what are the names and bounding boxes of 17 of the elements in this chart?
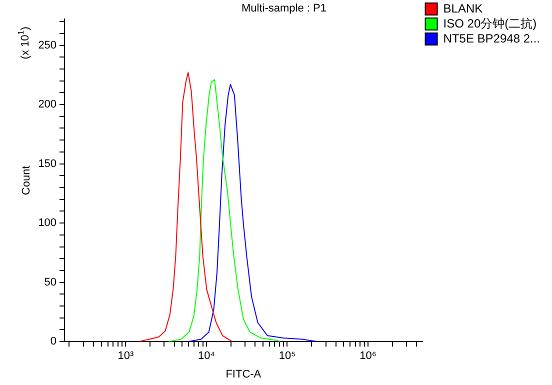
x-tick-label: 10⁵ [278,350,296,362]
x-tick-label: 10⁴ [198,350,216,362]
text: (x 101) [16,26,32,60]
y-axis-title: Count [20,166,33,196]
x-tick-label: 10⁶ [360,350,376,362]
legend-label: BLANK [443,1,483,16]
chart-title: Multi-sample : P1 [242,2,326,15]
y-tick-label: 250 [38,39,57,52]
y-tick-label: 200 [38,98,57,111]
y-tick-label: 0 [50,336,57,348]
y-tick-label: 50 [44,276,57,288]
x-tick-label: 10³ [118,350,134,362]
x-axis-title: FITC-A [226,368,262,380]
y-tick-label: 150 [38,158,57,170]
y-tick-label: 100 [38,217,57,230]
legend-label: NT5E BP2948 2... [443,31,540,46]
legend-label: ISO 20分钟(二抗) [443,16,537,30]
